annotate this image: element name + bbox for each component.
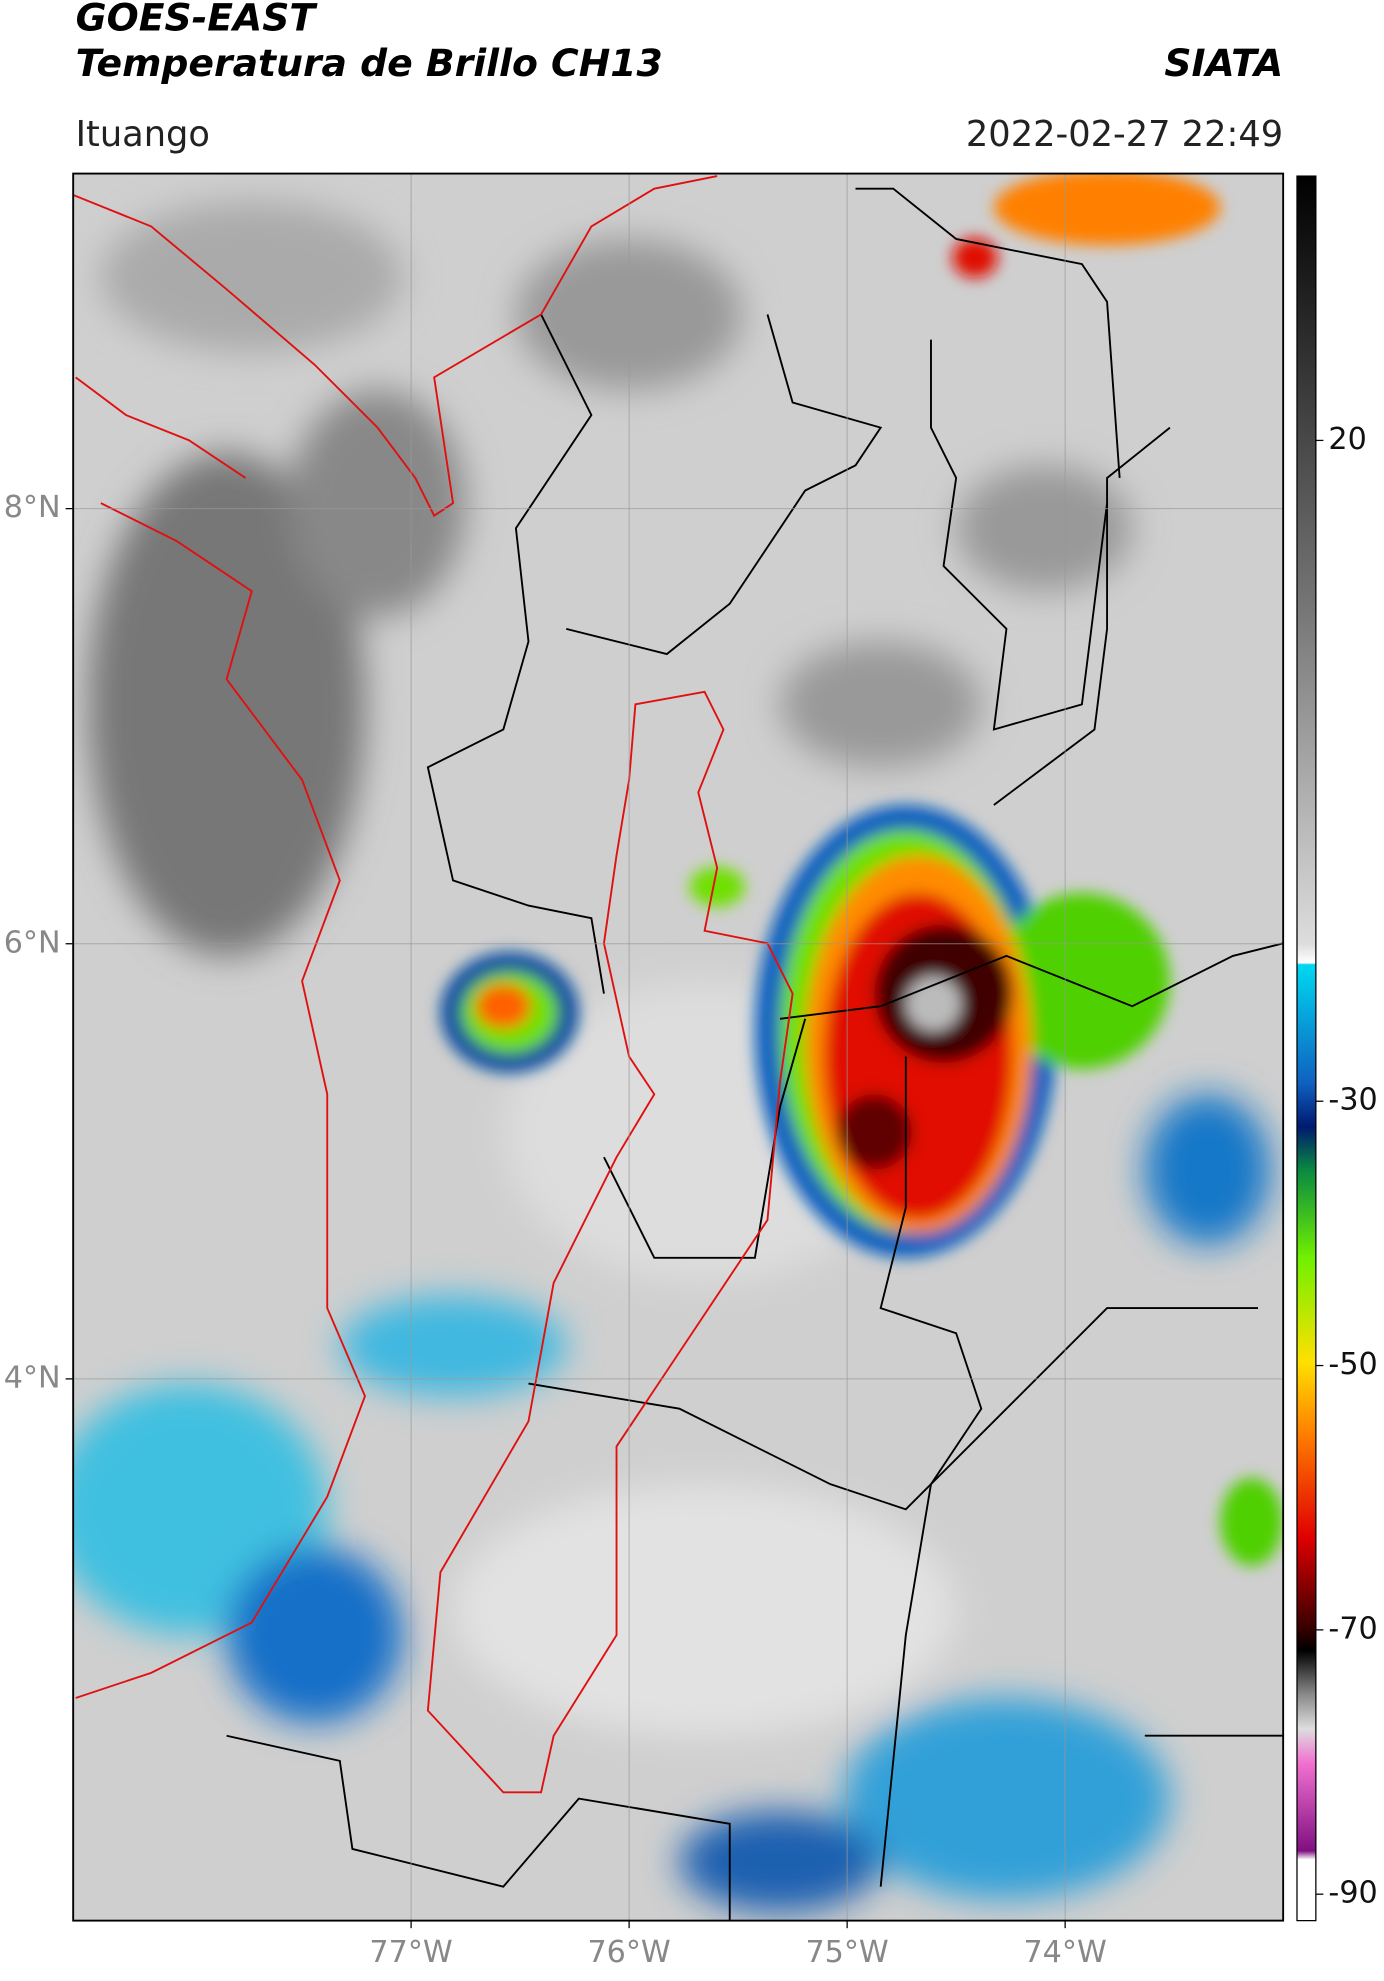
colorbar-tick-label: -50 [1328, 1347, 1377, 1382]
colorbar-tick-label: -70 [1328, 1611, 1377, 1646]
colorbar-tick-label: -30 [1328, 1083, 1377, 1118]
x-tick-label: 75°W [805, 1935, 888, 1970]
subtitle: Temperatura de Brillo CH13 [76, 41, 663, 85]
satellite-image [73, 173, 1284, 1921]
location: Ituango [76, 114, 210, 155]
map-frame [72, 172, 1285, 1922]
colorbar [1296, 175, 1317, 1922]
y-tick-label: 4°N [4, 1360, 61, 1395]
title: GOES-EAST [76, 0, 319, 40]
y-tick-label: 6°N [4, 925, 61, 960]
colorbar-tick-label: 20 [1328, 422, 1366, 457]
x-tick-label: 77°W [369, 1935, 452, 1970]
brand: SIATA [1164, 41, 1283, 85]
datetime: 2022-02-27 22:49 [966, 114, 1283, 155]
x-tick-label: 76°W [587, 1935, 670, 1970]
x-tick-label: 74°W [1023, 1935, 1106, 1970]
colorbar-tick-label: -90 [1328, 1876, 1377, 1911]
grid [73, 173, 1284, 1921]
y-tick-label: 8°N [4, 490, 61, 525]
